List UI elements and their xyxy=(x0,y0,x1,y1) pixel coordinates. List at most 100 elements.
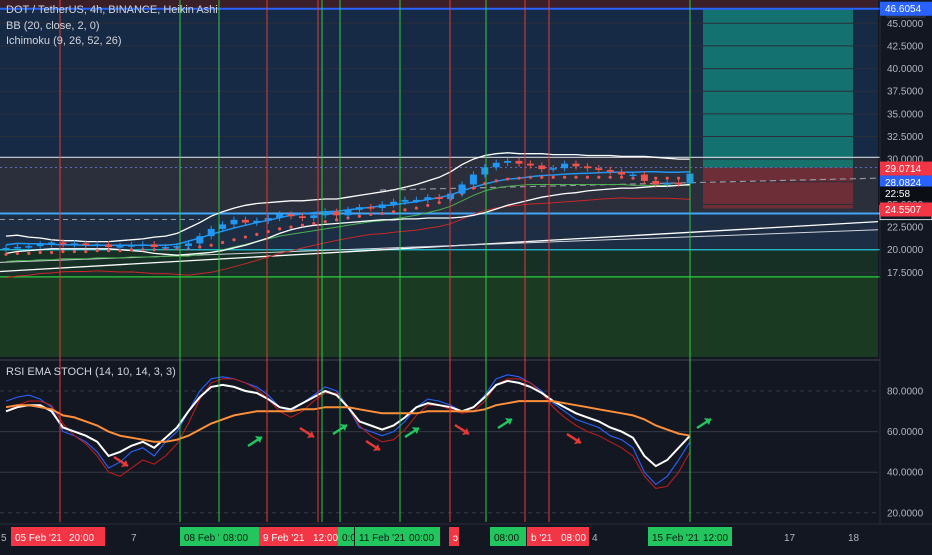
osc-tick-label: 40.0000 xyxy=(887,468,924,479)
kijun-dot xyxy=(289,225,293,229)
price-tick-label: 37.5000 xyxy=(887,87,924,98)
candle-body xyxy=(287,214,295,217)
candle-body xyxy=(492,162,500,168)
candle-body xyxy=(344,209,352,216)
ichimoku-span-a xyxy=(5,184,690,262)
price-badge-label: 46.6054 xyxy=(885,4,922,15)
kijun-dot xyxy=(107,249,111,253)
kijun-dot xyxy=(471,186,475,190)
candle-body xyxy=(36,244,44,247)
candle-body xyxy=(526,163,534,166)
price-tick-label: 42.5000 xyxy=(887,41,924,52)
candle-body xyxy=(310,215,318,219)
kijun-dots xyxy=(4,175,692,256)
down-arrow-head xyxy=(307,431,314,438)
kijun-dot xyxy=(84,249,88,254)
signal-verticals xyxy=(59,0,691,522)
candle-body xyxy=(424,197,432,200)
time-marker-label: 11 Feb '21 xyxy=(359,533,406,544)
candle-body xyxy=(549,168,557,170)
kijun-dot xyxy=(61,249,65,254)
time-marker-badge xyxy=(527,527,557,546)
candle-body xyxy=(515,160,523,164)
time-marker-label: 05 Feb '21 xyxy=(15,533,62,544)
down-arrow-head xyxy=(373,444,380,451)
time-tick-label: 4 xyxy=(592,533,598,544)
candle-body xyxy=(504,160,512,163)
candle-body xyxy=(13,247,21,249)
osc-tick-label: 60.0000 xyxy=(887,427,924,438)
candle-body xyxy=(241,219,249,223)
ichimoku-legend: Ichimoku (9, 26, 52, 26) xyxy=(6,35,122,47)
osc-tick-label: 20.0000 xyxy=(887,508,924,519)
kijun-dot xyxy=(540,175,544,179)
candle-body xyxy=(105,244,113,248)
kijun-dot xyxy=(677,176,681,180)
time-marker-badge xyxy=(309,527,341,546)
kijun-dot xyxy=(209,243,213,247)
up-arrow-head xyxy=(412,427,419,434)
time-marker-label: 08 Feb '21 xyxy=(184,533,231,544)
kijun-dot xyxy=(15,251,19,255)
candle-body xyxy=(401,199,409,202)
time-marker-label: 9 Feb '21 xyxy=(263,533,305,544)
price-badge-label: 28.0824 xyxy=(885,178,922,189)
oscillator-legend: RSI EMA STOCH (14, 10, 14, 3, 3) xyxy=(6,366,176,378)
time-marker-label: 00:00 xyxy=(409,533,434,544)
candle-body xyxy=(93,244,101,246)
kijun-dot xyxy=(437,201,441,205)
kijun-dot xyxy=(335,218,339,222)
candle-body xyxy=(458,184,466,194)
price-badge xyxy=(880,161,932,176)
kijun-dot xyxy=(4,252,8,256)
price-badge-label: 22:58 xyxy=(885,189,910,200)
time-marker-badge xyxy=(490,527,526,546)
price-badge xyxy=(880,1,932,16)
time-marker-label: ɔ xyxy=(453,533,458,544)
kijun-dot xyxy=(198,245,202,249)
price-axis-bg xyxy=(880,0,932,528)
position-target-box xyxy=(703,8,853,168)
candle-body xyxy=(618,171,626,175)
time-marker-badge xyxy=(259,527,315,546)
time-marker-badge xyxy=(65,527,105,546)
ichimoku-span-b xyxy=(5,197,691,279)
kijun-dot xyxy=(528,175,533,179)
candle-body xyxy=(82,243,90,246)
candle-body xyxy=(59,242,67,245)
candle-body xyxy=(390,201,398,205)
osc-tick-label: 80.0000 xyxy=(887,387,924,398)
candle-body xyxy=(606,170,614,172)
price-tick-label: 20.0000 xyxy=(887,245,924,256)
kijun-dot xyxy=(129,248,133,252)
candle-body xyxy=(253,220,261,223)
kijun-dot xyxy=(369,212,373,217)
time-marker-label: 15 Feb '21 xyxy=(652,533,699,544)
candle-body xyxy=(298,216,306,219)
down-arrow-head xyxy=(462,428,469,435)
time-marker-label: 08:00 xyxy=(561,533,586,544)
kijun-dot xyxy=(232,238,236,242)
time-marker-badge xyxy=(355,527,411,546)
candle-body xyxy=(572,163,580,167)
kijun-dot xyxy=(597,175,601,179)
kijun-dot xyxy=(27,251,31,255)
kijun-dot xyxy=(357,214,361,218)
time-tick-label: 18 xyxy=(848,533,860,544)
up-arrow-head xyxy=(704,418,711,425)
kijun-dot xyxy=(608,175,612,179)
candle-body xyxy=(162,247,170,249)
ema-line xyxy=(5,400,691,443)
candle-body xyxy=(447,193,455,200)
time-marker-label: 12:00 xyxy=(703,533,728,544)
candle-body xyxy=(538,165,546,170)
kijun-dot xyxy=(38,250,42,255)
oscillator-pane-bg xyxy=(0,362,878,522)
candle-body xyxy=(116,246,124,248)
up-arrow-head xyxy=(255,436,262,443)
kijun-dot xyxy=(312,221,316,226)
time-tick-label: 5 xyxy=(1,533,7,544)
kijun-dot xyxy=(278,227,282,231)
kijun-dot xyxy=(563,175,567,179)
